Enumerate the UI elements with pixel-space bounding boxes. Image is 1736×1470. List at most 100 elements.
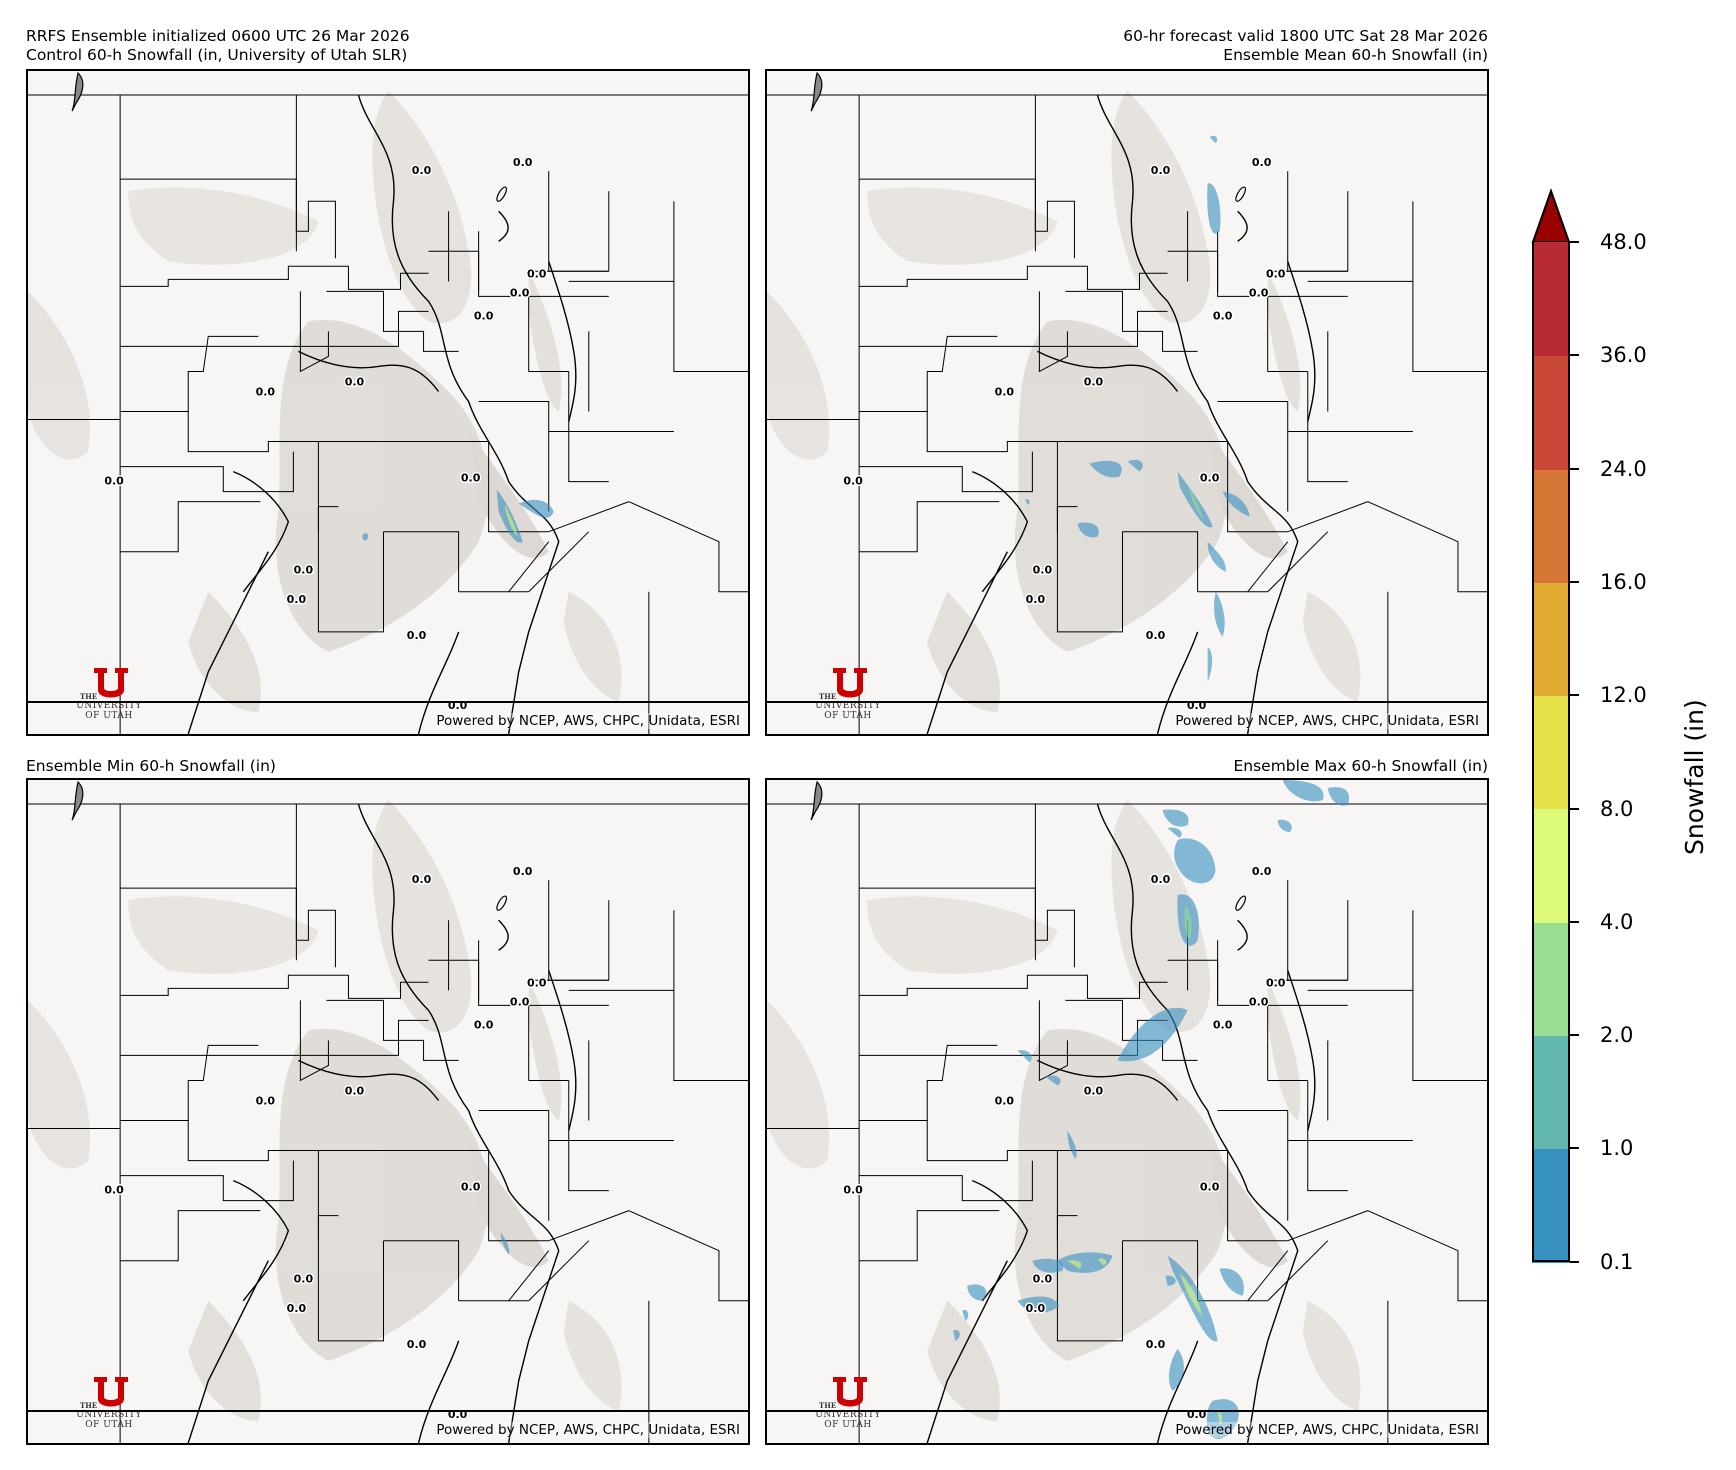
colorbar-bin xyxy=(1532,581,1570,697)
colorbar-tick xyxy=(1570,467,1579,470)
station-value-label: 0.0 xyxy=(843,1184,863,1197)
snowfall-contours xyxy=(500,1232,510,1255)
state-boundaries xyxy=(187,94,577,734)
snowfall-area xyxy=(1017,1050,1032,1063)
station-value-label: 0.0 xyxy=(104,1184,124,1197)
min-snowfall-map: 0.0 0.0 0.0 0.0 0.0 0.0 0.0 0.0 0.0 0.0 0.0 0.0 0.0 … xyxy=(26,778,750,1445)
colorbar-tick xyxy=(1570,920,1579,923)
block-u-icon xyxy=(94,668,128,698)
colorbar-tick xyxy=(1570,1147,1579,1150)
station-value-label: 0.0 xyxy=(995,385,1015,398)
station-value-label: 0.0 xyxy=(461,472,481,485)
snowfall-area xyxy=(518,499,554,518)
snowfall-area xyxy=(1077,522,1099,538)
station-value-label: 0.0 xyxy=(527,267,547,280)
colorbar-bin xyxy=(1532,695,1570,810)
snowfall-area xyxy=(967,1284,987,1301)
university-of-utah-logo: THE UNIVERSITY OF UTAH xyxy=(803,1377,893,1433)
colorbar-tick-label: 36.0 xyxy=(1600,343,1647,368)
station-value-label: 0.0 xyxy=(510,995,530,1008)
station-value-label: 0.0 xyxy=(995,1094,1015,1107)
colorbar-tick-label: 24.0 xyxy=(1600,456,1647,481)
logo-the: THE xyxy=(80,692,98,701)
station-value-label: 0.0 xyxy=(474,309,494,322)
control-panel-title: Control 60-h Snowfall (in, University of… xyxy=(26,46,408,64)
station-value-label: 0.0 xyxy=(104,475,124,488)
snowfall-area xyxy=(1032,1258,1064,1273)
snowfall-area xyxy=(962,1309,969,1321)
station-value-label: 0.0 xyxy=(1266,976,1286,989)
snowfall-area xyxy=(1165,1275,1176,1286)
colorbar-frame xyxy=(1532,242,1570,1262)
snowfall-area xyxy=(1067,1130,1077,1159)
snowfall-area xyxy=(1017,1296,1060,1313)
station-value-label: 0.0 xyxy=(461,1181,481,1194)
snowfall-area xyxy=(1327,787,1350,806)
colorbar-bin xyxy=(1532,242,1570,357)
station-value-label: 0.0 xyxy=(510,286,530,299)
station-value-label: 0.0 xyxy=(287,1302,307,1315)
snowfall-area xyxy=(500,1232,510,1255)
map-credit-bar: Powered by NCEP, AWS, CHPC, Unidata, ESR… xyxy=(28,1410,748,1443)
station-value-label: 0.0 xyxy=(1084,375,1104,388)
lake-outline xyxy=(810,71,1247,202)
station-value-label: 0.0 xyxy=(345,375,365,388)
station-value-label: 0.0 xyxy=(287,593,307,606)
station-value-label: 0.0 xyxy=(1252,156,1272,169)
station-value-label: 0.0 xyxy=(1266,267,1286,280)
colorbar-tick-label: 8.0 xyxy=(1600,796,1634,821)
station-value-label: 0.0 xyxy=(1146,629,1166,642)
station-value-label: 0.0 xyxy=(513,156,533,169)
logo-text: UNIVERSITY OF UTAH xyxy=(815,1410,881,1430)
station-value-label: 0.0 xyxy=(1146,1338,1166,1351)
snowfall-area xyxy=(1187,483,1204,520)
colorbar-label: Snowfall (in) xyxy=(1680,699,1709,855)
colorbar-tick-label: 1.0 xyxy=(1600,1136,1634,1161)
snowfall-contours xyxy=(1025,135,1250,682)
logo-the: THE xyxy=(819,1401,837,1410)
colorbar-extend-arrow xyxy=(1531,187,1571,243)
logo-the: THE xyxy=(819,692,837,701)
snowfall-area xyxy=(1168,1348,1184,1391)
snowfall-area xyxy=(362,533,369,541)
snowfall-contours xyxy=(362,489,554,543)
snowfall-area xyxy=(504,503,518,537)
map-credit-bar: Powered by NCEP, AWS, CHPC, Unidata, ESR… xyxy=(767,1410,1487,1443)
colorbar-tick xyxy=(1570,694,1579,697)
station-value-label: 0.0 xyxy=(1213,309,1233,322)
colorbar-bin xyxy=(1532,1148,1570,1263)
colorbar-tick xyxy=(1570,354,1579,357)
snowfall-area xyxy=(1207,183,1221,234)
logo-text: UNIVERSITY OF UTAH xyxy=(76,701,142,721)
county-boundaries xyxy=(28,803,748,1443)
control-snowfall-map: 0.0 0.0 0.0 0.0 0.0 0.0 0.0 0.0 0.0 0.0 0.0 0.0 0.0 … xyxy=(26,69,750,736)
snowfall-area xyxy=(1025,499,1030,505)
station-value-label: 0.0 xyxy=(1033,1273,1053,1286)
colorbar-tick-label: 0.1 xyxy=(1600,1249,1634,1274)
snowfall-area xyxy=(1174,838,1216,884)
snowfall-area xyxy=(1117,1007,1188,1062)
station-value-label: 0.0 xyxy=(1151,873,1171,886)
state-boundaries xyxy=(187,803,577,1443)
colorbar-tick xyxy=(1570,580,1579,583)
station-value-label: 0.0 xyxy=(1200,472,1220,485)
colorbar-bin xyxy=(1532,921,1570,1037)
valid-time-title: 60-hr forecast valid 1800 UTC Sat 28 Mar… xyxy=(1123,27,1488,45)
map-credit-text: Powered by NCEP, AWS, CHPC, Unidata, ESR… xyxy=(436,1422,740,1438)
colorbar-tick xyxy=(1570,241,1579,243)
station-value-label: 0.0 xyxy=(1084,1084,1104,1097)
station-value-label: 0.0 xyxy=(1026,593,1046,606)
snowfall-contours xyxy=(953,780,1350,1440)
station-labels: 0.00.00.00.00.00.00.00.0 0.00.00.00.00.0 xyxy=(103,864,548,1423)
station-value-label: 0.0 xyxy=(294,1273,314,1286)
block-u-icon xyxy=(833,1377,867,1407)
snowfall-area xyxy=(1162,809,1189,827)
station-value-label: 0.0 xyxy=(1249,995,1269,1008)
colorbar-tick-label: 48.0 xyxy=(1600,230,1647,254)
station-value-label: 0.0 xyxy=(1252,865,1272,878)
county-boundaries xyxy=(767,94,1487,734)
snowfall-area xyxy=(1217,1408,1223,1426)
snowfall-area xyxy=(1057,1252,1113,1273)
block-u-icon xyxy=(833,668,867,698)
map-canvas: 0.00.00.00.00.00.00.00.0 0.00.00.00.00.0 xyxy=(767,780,1487,1443)
